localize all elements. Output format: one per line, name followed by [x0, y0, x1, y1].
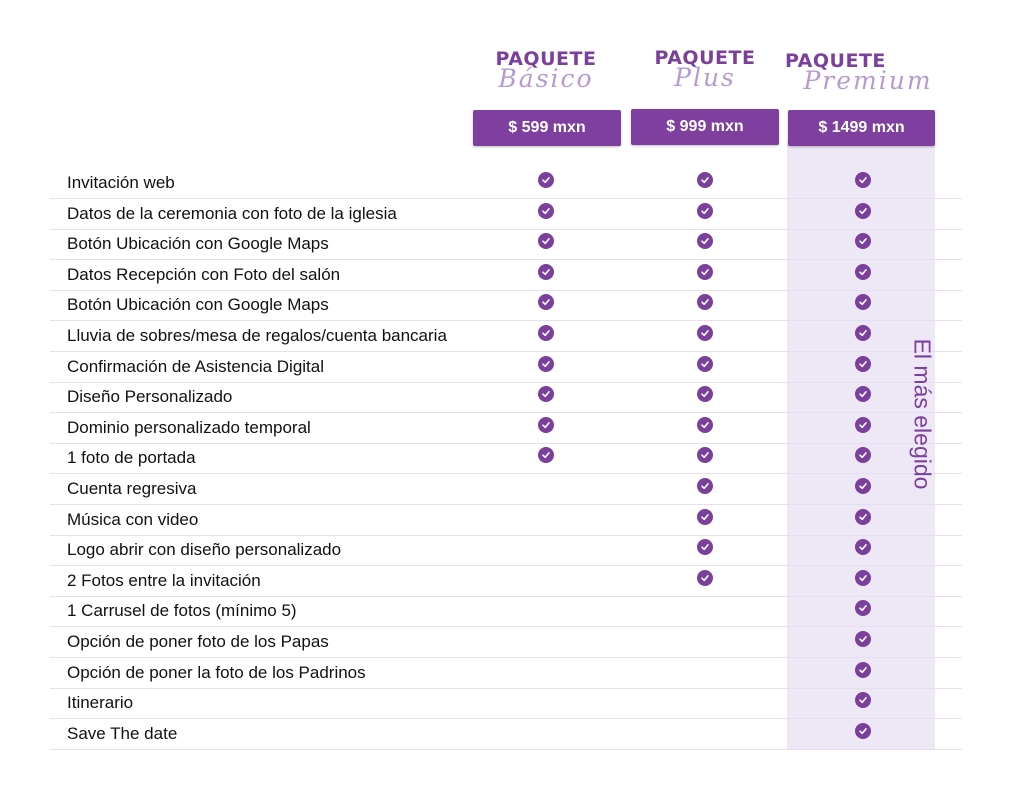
price-plus[interactable]: $ 999 mxn	[631, 109, 779, 145]
feature-label: Confirmación de Asistencia Digital	[67, 356, 325, 376]
feature-row: Itinerario	[50, 688, 962, 720]
package-header-plus: PAQUETE Plus	[625, 47, 785, 117]
check-circle-icon	[697, 325, 713, 341]
feature-row: 1 Carrusel de fotos (mínimo 5)	[50, 596, 962, 628]
feature-row: Invitación web	[50, 168, 962, 199]
feature-label: Datos Recepción con Foto del salón	[67, 264, 341, 284]
feature-row: Música con video	[50, 505, 962, 536]
feature-row: Botón Ubicación con Google Maps	[50, 290, 962, 322]
package-title: PAQUETE	[654, 47, 756, 69]
check-circle-icon	[697, 355, 713, 372]
feature-row: Opción de poner foto de los Papas	[50, 627, 962, 658]
check-circle-icon	[855, 233, 871, 250]
feature-row: Diseño Personalizado	[50, 382, 962, 414]
check-circle-icon	[855, 661, 871, 678]
check-circle-icon	[697, 294, 713, 311]
feature-row: 2 Fotos entre la invitación	[50, 566, 962, 597]
feature-label: Botón Ubicación con Google Maps	[67, 295, 329, 315]
feature-row: Dominio personalizado temporal	[50, 413, 962, 444]
feature-row: Opción de poner la foto de los Padrinos	[50, 658, 962, 689]
check-circle-icon	[855, 294, 871, 311]
check-circle-icon	[697, 386, 713, 403]
check-circle-icon	[855, 569, 871, 586]
package-script-name: Plus	[674, 63, 736, 92]
feature-label: Lluvia de sobres/mesa de regalos/cuenta …	[67, 326, 447, 345]
check-circle-icon	[855, 263, 871, 280]
feature-label: Cuenta regresiva	[67, 479, 197, 498]
check-circle-icon	[697, 447, 713, 464]
feature-label: Datos de la ceremonia con foto de la igl…	[67, 203, 397, 223]
check-circle-icon	[855, 172, 871, 188]
price-basico[interactable]: $ 599 mxn	[473, 110, 621, 146]
check-circle-icon	[855, 539, 871, 556]
check-circle-icon	[697, 478, 713, 494]
check-circle-icon	[697, 172, 713, 188]
check-circle-icon	[538, 202, 554, 219]
most-chosen-badge: El más elegido	[909, 338, 936, 490]
check-circle-icon	[697, 508, 713, 525]
feature-label: Opción de poner la foto de los Padrinos	[67, 662, 366, 682]
feature-row: Lluvia de sobres/mesa de regalos/cuenta …	[50, 321, 962, 352]
check-circle-icon	[697, 539, 713, 556]
feature-label: 2 Fotos entre la invitación	[67, 570, 261, 590]
check-circle-icon	[855, 722, 871, 739]
check-circle-icon	[855, 355, 871, 372]
feature-label: 1 foto de portada	[67, 448, 196, 468]
feature-row: Logo abrir con diseño personalizado	[50, 535, 962, 567]
price-premium[interactable]: $ 1499 mxn	[788, 110, 935, 146]
feature-label: Invitación web	[67, 173, 175, 192]
check-circle-icon	[697, 263, 713, 280]
check-circle-icon	[855, 386, 871, 403]
check-circle-icon	[538, 172, 554, 188]
check-circle-icon	[538, 355, 554, 372]
check-circle-icon	[538, 294, 554, 311]
check-circle-icon	[538, 233, 554, 250]
feature-label: Diseño Personalizado	[67, 387, 233, 407]
feature-label: Música con video	[67, 509, 199, 529]
check-circle-icon	[538, 386, 554, 403]
package-header-basico: PAQUETE Básico	[466, 48, 626, 118]
check-circle-icon	[697, 233, 713, 250]
package-script-name: Premium	[803, 66, 933, 95]
package-script-name: Básico	[498, 64, 594, 93]
feature-label: Itinerario	[67, 693, 134, 713]
check-circle-icon	[855, 447, 871, 464]
check-circle-icon	[855, 416, 871, 433]
feature-row: Confirmación de Asistencia Digital	[50, 352, 962, 383]
package-header-premium: PAQUETE Premium	[783, 50, 953, 120]
check-circle-icon	[855, 631, 871, 647]
check-circle-icon	[697, 202, 713, 219]
package-title: PAQUETE	[495, 48, 597, 70]
check-circle-icon	[697, 416, 713, 433]
feature-label: Save The date	[67, 723, 178, 743]
check-circle-icon	[855, 692, 871, 709]
feature-label: Logo abrir con diseño personalizado	[67, 540, 342, 560]
check-circle-icon	[538, 263, 554, 280]
feature-row: Save The date	[50, 719, 962, 750]
feature-row: Cuenta regresiva	[50, 474, 962, 505]
check-circle-icon	[538, 325, 554, 341]
feature-row: Botón Ubicación con Google Maps	[50, 229, 962, 261]
check-circle-icon	[855, 478, 871, 494]
check-circle-icon	[697, 569, 713, 586]
package-title: PAQUETE	[785, 50, 886, 72]
check-circle-icon	[538, 416, 554, 433]
check-circle-icon	[538, 447, 554, 464]
check-circle-icon	[855, 325, 871, 341]
feature-label: Opción de poner foto de los Papas	[67, 632, 329, 651]
feature-row: 1 foto de portada	[50, 443, 962, 475]
feature-label: Botón Ubicación con Google Maps	[67, 234, 329, 254]
check-circle-icon	[855, 508, 871, 525]
feature-row: Datos Recepción con Foto del salón	[50, 260, 962, 291]
feature-label: Dominio personalizado temporal	[67, 417, 311, 437]
feature-row: Datos de la ceremonia con foto de la igl…	[50, 199, 962, 230]
check-circle-icon	[855, 600, 871, 617]
feature-label: 1 Carrusel de fotos (mínimo 5)	[67, 601, 297, 621]
check-circle-icon	[855, 202, 871, 219]
